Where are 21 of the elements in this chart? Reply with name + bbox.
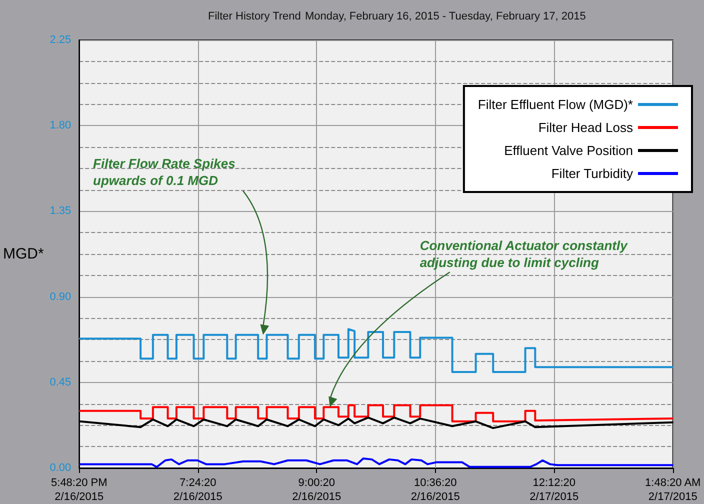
chart-title: Filter History Trend	[208, 10, 301, 22]
legend-label: Filter Head Loss	[538, 120, 634, 135]
y-axis-title: MGD*	[2, 246, 44, 262]
y-tick-label: 0.45	[50, 376, 72, 388]
x-tick-label: 5:48:20 PM 2/16/2015	[51, 477, 108, 503]
y-tick-label: 0.00	[50, 462, 72, 474]
y-tick-label: 1.35	[50, 205, 72, 218]
x-tick-label: 12:12:20 2/17/2015	[530, 477, 579, 503]
chart-subtitle: Monday, February 16, 2015 - Tuesday, February 17, 2015	[305, 10, 586, 22]
y-tick-label: 0.90	[50, 290, 72, 303]
annotation: Conventional Actuator constantly adjusting due to limit cycling	[420, 237, 629, 272]
legend-label: Filter Effluent Flow (MGD)*	[478, 97, 633, 112]
x-tick-label: 9:00:20 2/16/2015	[292, 477, 342, 503]
x-tick-label: 10:36:20 2/16/2015	[410, 477, 460, 503]
y-tick-label: 2.25	[50, 34, 72, 46]
y-tick-label: 1.80	[50, 120, 72, 132]
x-tick-label: 7:24:20 2/16/2015	[173, 477, 222, 503]
x-tick-label: 1:48:20 AM 2/17/2015	[645, 477, 701, 503]
legend-label: Effluent Valve Position	[504, 143, 633, 158]
legend-label: Filter Turbidity	[551, 166, 634, 181]
annotation: Filter Flow Rate Spikes upwards of 0.1 MGD	[93, 154, 236, 189]
